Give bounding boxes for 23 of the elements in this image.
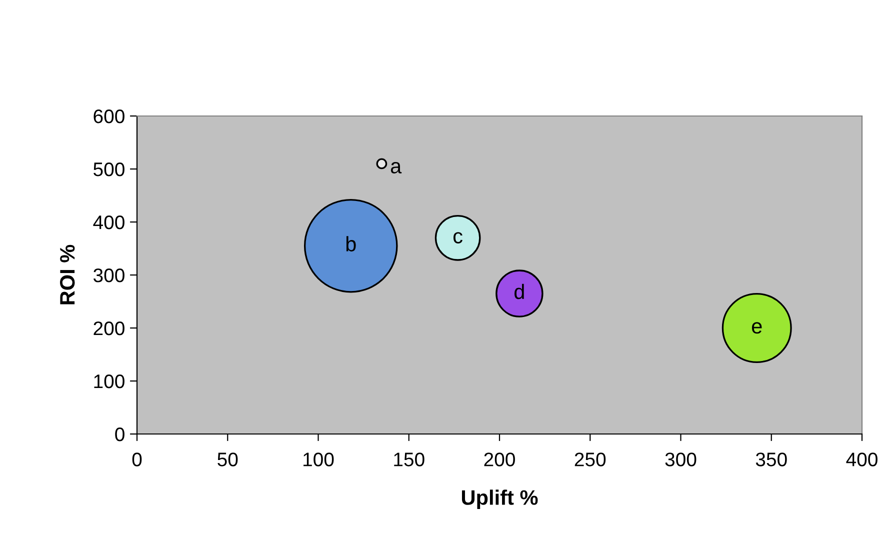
- annotation: a: [390, 162, 402, 174]
- annotation: c: [453, 232, 462, 244]
- x-tick-label: 250: [574, 452, 606, 466]
- x-tick-label: 0: [132, 452, 142, 466]
- y-tick-label: 500: [94, 162, 124, 176]
- x-tick-label: 400: [846, 452, 878, 466]
- y-tick-label: 200: [94, 321, 124, 336]
- x-tick-label: 150: [394, 452, 424, 466]
- x-axis-title: Uplift %: [462, 490, 538, 510]
- x-tick-label: 350: [756, 452, 787, 466]
- x-tick-label: 100: [304, 452, 334, 466]
- annotation: e: [752, 322, 762, 334]
- x-tick-label: 50: [218, 452, 238, 466]
- x-tick-label: 300: [665, 452, 696, 466]
- y-tick-label: 0: [115, 427, 124, 442]
- y-axis-title: ROI %: [60, 244, 75, 304]
- annotation: d: [514, 284, 524, 300]
- y-tick-label: 600: [94, 109, 124, 124]
- y-tick-label: 400: [93, 215, 124, 230]
- annotation: b: [346, 236, 356, 252]
- y-tick-label: 300: [93, 268, 124, 282]
- y-tick-label: 100: [94, 374, 124, 388]
- x-tick-label: 200: [484, 452, 515, 466]
